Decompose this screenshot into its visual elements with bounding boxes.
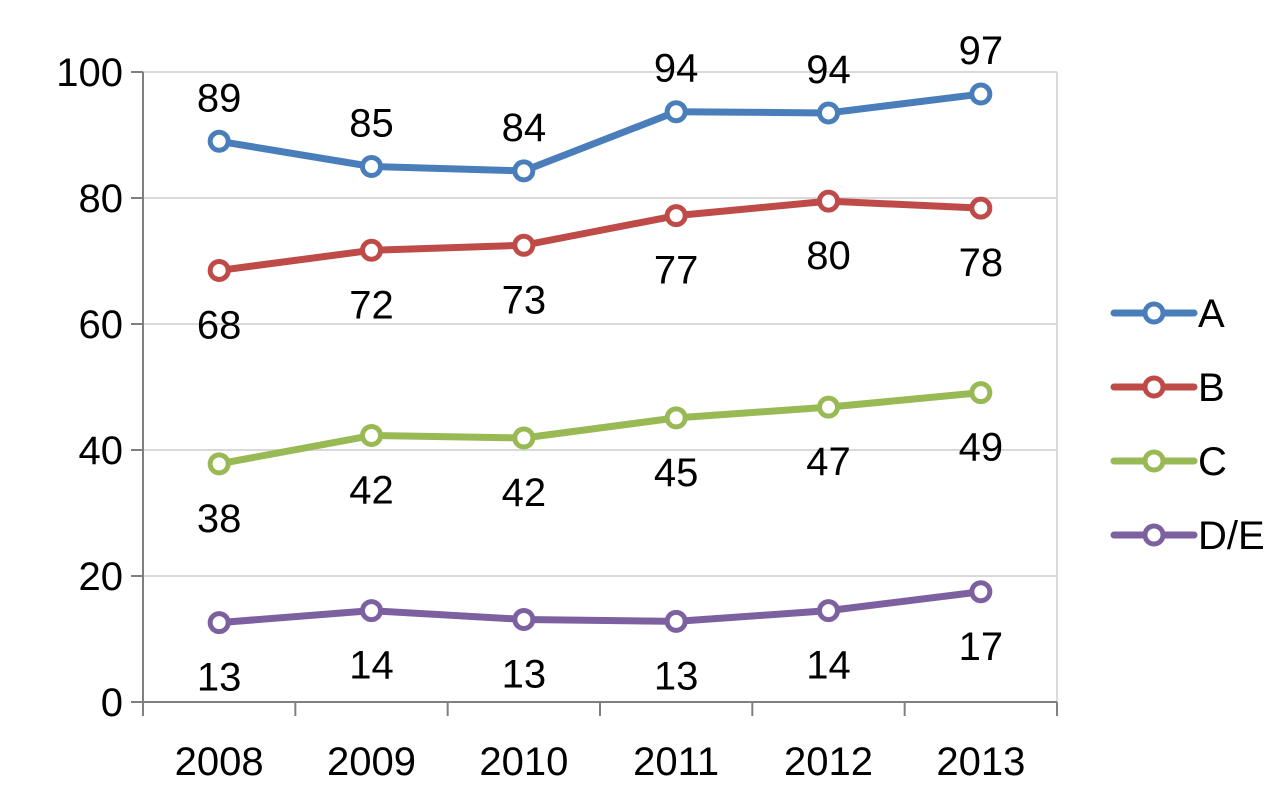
x-tick-label: 2011 [633,740,719,784]
data-point-d-e [969,580,993,604]
data-label-a: 97 [959,29,1004,73]
data-point-d-e [664,609,688,633]
series-line-a [215,90,985,175]
data-point-b [360,238,383,262]
legend-marker-c [1142,449,1166,473]
data-label-a: 94 [654,47,699,91]
data-point-a [207,129,231,153]
data-point-b [664,204,688,228]
legend-label-d-e: D/E [1198,514,1265,558]
data-label-c: 45 [654,451,699,495]
data-point-c [664,406,688,430]
y-tick-label: 80 [79,177,124,221]
data-label-d-e: 13 [502,652,547,696]
data-point-a [969,82,993,106]
y-tick-label: 60 [79,303,124,347]
legend-label-b: B [1198,366,1225,410]
data-label-c: 42 [502,471,547,515]
data-point-b [817,189,840,213]
data-point-c [207,452,231,476]
data-label-b: 77 [654,249,699,293]
data-point-c [512,426,536,450]
gridlines [143,71,1058,702]
data-labels: 89 85 84 94 94 97 68 72 73 77 80 78 38 42 42 45 47 49 13 14… [197,29,1003,700]
data-label-d-e: 13 [197,656,242,700]
data-label-a: 89 [197,76,242,120]
series-line-d-e [215,588,985,627]
legend-label-a: A [1198,292,1225,336]
data-label-c: 49 [959,426,1004,470]
data-point-d-e [512,607,536,631]
data-label-c: 38 [197,497,242,541]
data-label-c: 42 [349,469,394,513]
data-point-b [512,233,536,257]
data-point-a [817,101,840,125]
legend-label-c: C [1198,440,1227,484]
legend-marker-d-e [1142,523,1166,547]
data-point-a [360,155,383,178]
data-point-d-e [817,599,840,623]
data-label-b: 73 [502,278,547,322]
data-label-b: 80 [806,234,851,278]
data-label-d-e: 14 [349,644,394,688]
data-label-c: 47 [806,440,851,484]
x-tick-label: 2012 [784,740,873,784]
legend-marker-a [1142,301,1166,325]
data-label-d-e: 17 [959,625,1004,669]
data-point-d-e [207,611,231,635]
x-tick-label: 2009 [327,740,416,784]
data-point-b [969,196,993,220]
data-point-c [360,424,383,448]
data-point-b [207,258,231,282]
axes: 0 20 40 60 80 100 2008 2009 2010 2011 2012 2013 [56,51,1058,784]
data-label-d-e: 14 [806,644,851,688]
data-label-a: 84 [502,106,547,150]
y-tick-label: 0 [101,681,123,725]
data-label-a: 85 [349,102,394,146]
x-tick-label: 2008 [175,740,264,784]
y-tick-label: 40 [79,429,124,473]
data-label-b: 78 [959,241,1004,285]
data-point-d-e [360,599,383,623]
x-tick-label: 2010 [479,740,568,784]
data-label-d-e: 13 [654,654,699,698]
legend: ABC D/E [1110,292,1265,558]
series-line-b [215,197,985,274]
series-group [207,82,993,635]
data-point-c [969,381,993,405]
data-point-a [512,159,536,183]
legend-marker-b [1142,375,1166,399]
y-tick-label: 100 [56,51,123,95]
x-tick-label: 2013 [936,740,1025,784]
data-point-c [817,395,840,419]
data-label-a: 94 [806,48,851,92]
data-point-a [664,100,688,124]
series-line-c [215,389,985,468]
data-label-b: 68 [197,303,242,347]
data-label-b: 72 [349,283,394,327]
y-tick-label: 20 [79,555,124,599]
